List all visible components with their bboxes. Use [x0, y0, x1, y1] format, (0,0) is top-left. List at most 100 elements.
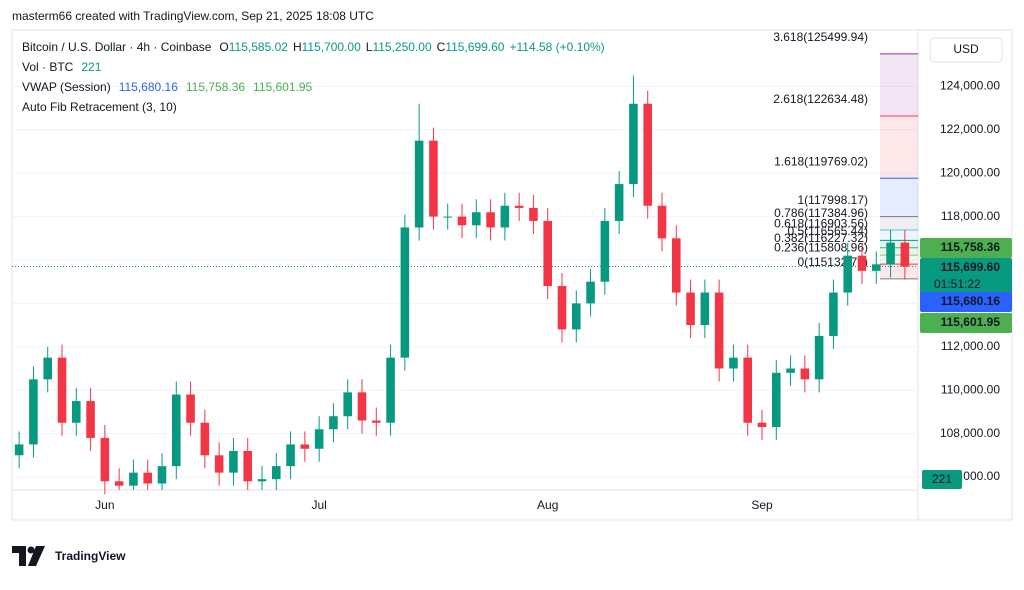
- ohlc-value: 115,585.02: [229, 40, 288, 54]
- y-tick-label: 124,000.00: [940, 79, 1000, 93]
- fib-zone: [880, 264, 918, 279]
- candle-body: [157, 466, 167, 484]
- candle-body: [529, 207, 538, 221]
- fib-zone: [880, 216, 918, 230]
- x-tick-label: Jul: [311, 498, 326, 512]
- candle-body: [57, 357, 67, 423]
- candle-body: [229, 450, 238, 473]
- y-tick-label: 112,000.00: [941, 339, 1000, 353]
- candle-body: [72, 401, 81, 423]
- fib-label: 3.618(125499.94): [773, 30, 868, 44]
- candle-body: [714, 292, 724, 369]
- candle-body: [486, 212, 495, 228]
- volume-badge-label: 221: [932, 472, 952, 486]
- candle-body: [357, 392, 367, 421]
- fib-label: 0.5(116565.44): [787, 224, 868, 238]
- indicator-legend: VWAP (Session) 115,680.16 115,758.36 115,60…: [22, 80, 313, 94]
- indicator-name: Auto Fib Retracement (3, 10): [22, 100, 177, 114]
- candle-body: [686, 292, 695, 326]
- candle-body: [743, 357, 752, 423]
- fib-zone: [880, 116, 918, 179]
- candle-body: [314, 429, 324, 449]
- candle-body: [386, 357, 395, 423]
- indicator-name: Vol · BTC: [22, 60, 74, 74]
- candle-body: [572, 303, 581, 330]
- price-badge-label: 115,601.95: [941, 315, 1001, 329]
- candle-body: [172, 394, 181, 467]
- candle-body: [300, 444, 310, 449]
- currency-box[interactable]: [929, 37, 1003, 63]
- candle-body: [372, 420, 381, 423]
- price-badge: [920, 292, 1012, 312]
- fib-label: 0.618(116903.56): [774, 217, 868, 231]
- fib-zone: [880, 229, 918, 241]
- currency: USD: [953, 42, 979, 56]
- indicator-value: 115,680.16: [119, 80, 178, 94]
- legend: Bitcoin / U.S. Dollar · 4h · Coinbase O11…: [22, 40, 605, 114]
- candle-body: [186, 394, 195, 423]
- fib-label: 1(117998.17): [798, 193, 869, 207]
- y-tick-label: 110,000.00: [941, 382, 1000, 396]
- candle-body: [143, 472, 152, 484]
- ohlc-value: 115,699.60: [445, 40, 504, 54]
- candle-body: [286, 444, 295, 467]
- candle-body: [772, 372, 781, 428]
- candle-body: [457, 216, 467, 226]
- candle-body: [500, 205, 510, 228]
- candle-body: [43, 357, 52, 380]
- candle-body: [700, 292, 710, 326]
- candle-body: [643, 103, 652, 206]
- ohlc-key: L: [366, 40, 373, 54]
- candle-body: [272, 466, 281, 480]
- ohlc-value: 115,250.00: [372, 40, 431, 54]
- candle-body: [629, 103, 638, 185]
- change: +114.58 (+0.10%): [509, 40, 604, 54]
- grid: [12, 85, 918, 478]
- candle-body: [200, 422, 210, 456]
- candle-body: [343, 392, 352, 417]
- fib-label: 1.618(119769.02): [774, 154, 868, 168]
- indicator-value: 115,758.36: [186, 80, 245, 94]
- candle-body: [414, 140, 424, 228]
- price-badge-label: 115,680.16: [941, 294, 1001, 308]
- y-tick-label: 108,000.00: [940, 426, 1000, 440]
- candle-body: [786, 368, 795, 373]
- price-badge: [920, 258, 1012, 294]
- marks: 3.618(125499.94) 2.618(122634.48) 1.618(11…: [12, 30, 918, 495]
- price-badge: [920, 238, 1012, 258]
- ohlc-key: C: [437, 40, 446, 54]
- candle-body: [400, 227, 410, 358]
- candle-body: [600, 220, 610, 282]
- candle-body: [586, 281, 595, 304]
- candle-body: [214, 455, 224, 473]
- candle-body: [514, 205, 524, 208]
- candle-body: [429, 140, 438, 217]
- logo-icon: [12, 546, 45, 566]
- candle-body: [900, 242, 910, 267]
- candle-body: [443, 216, 452, 218]
- candle-body: [243, 450, 252, 482]
- candle-body: [757, 422, 767, 428]
- fib-label: 0.786(117384.96): [774, 206, 868, 220]
- fib-label: 0.236(115808.96): [774, 240, 868, 254]
- indicator-value: 221: [81, 60, 101, 74]
- x-tick-label: Jun: [95, 498, 114, 512]
- legend-main: Bitcoin / U.S. Dollar · 4h · Coinbase O11…: [22, 40, 605, 54]
- x-tick-label: Sep: [751, 498, 773, 512]
- fib-label: 2.618(122634.48): [773, 92, 868, 106]
- fib-zone: [880, 247, 918, 256]
- fib-zone: [880, 53, 918, 117]
- price-badge-label: 115,699.60: [941, 260, 1001, 274]
- x-tick-label: Aug: [537, 498, 558, 512]
- candle-body: [29, 379, 38, 445]
- candle-body: [543, 220, 552, 287]
- indicator-name: VWAP (Session): [22, 80, 111, 94]
- candle-body: [814, 335, 824, 380]
- fib-zone: [880, 240, 918, 248]
- indicator-legend: Auto Fib Retracement (3, 10): [22, 100, 177, 114]
- candle-body: [672, 238, 681, 293]
- candle-body: [114, 481, 124, 486]
- candle-body: [472, 212, 481, 226]
- price-badge: [920, 313, 1012, 333]
